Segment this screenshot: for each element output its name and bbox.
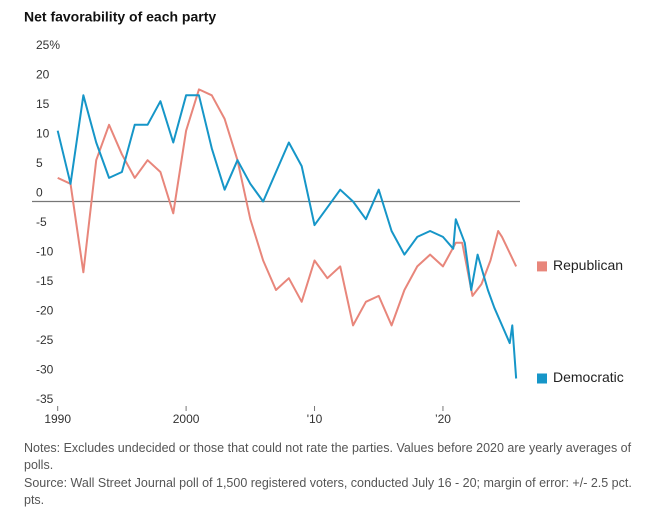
- x-tick-label: 1990: [44, 412, 71, 426]
- legend-swatch: [537, 373, 547, 384]
- y-tick-label: -25: [36, 333, 54, 347]
- x-tick-label: ’20: [435, 412, 451, 426]
- x-tick-label: 2000: [173, 412, 200, 426]
- notes: Notes: Excludes undecided or those that …: [24, 441, 632, 472]
- chart: Net favorability of each party 25% 20 15 10…: [24, 9, 624, 426]
- y-tick-label: -30: [36, 363, 54, 377]
- source: Source: Wall Street Journal poll of 1,50…: [24, 476, 632, 507]
- y-tick-label: -35: [36, 392, 54, 406]
- legend-label: Republican: [553, 257, 623, 273]
- y-tick-label: 5: [36, 156, 43, 170]
- y-tick-label: -20: [36, 304, 54, 318]
- y-tick-label: -5: [36, 215, 47, 229]
- legend-swatch: [537, 261, 547, 272]
- series-line: [57, 88, 518, 327]
- y-tick-label: 10: [36, 127, 50, 141]
- y-tick-label: 0: [36, 186, 43, 200]
- y-tick-label: 25%: [36, 38, 60, 52]
- y-tick-label: -10: [36, 245, 54, 259]
- x-tick-label: '10: [307, 412, 323, 426]
- y-tick-label: -15: [36, 274, 54, 288]
- legend-label: Democratic: [553, 369, 624, 385]
- series-line: [56, 94, 518, 379]
- y-tick-label: 20: [36, 68, 50, 82]
- chart-title: Net favorability of each party: [24, 9, 216, 25]
- y-tick-label: 15: [36, 97, 50, 111]
